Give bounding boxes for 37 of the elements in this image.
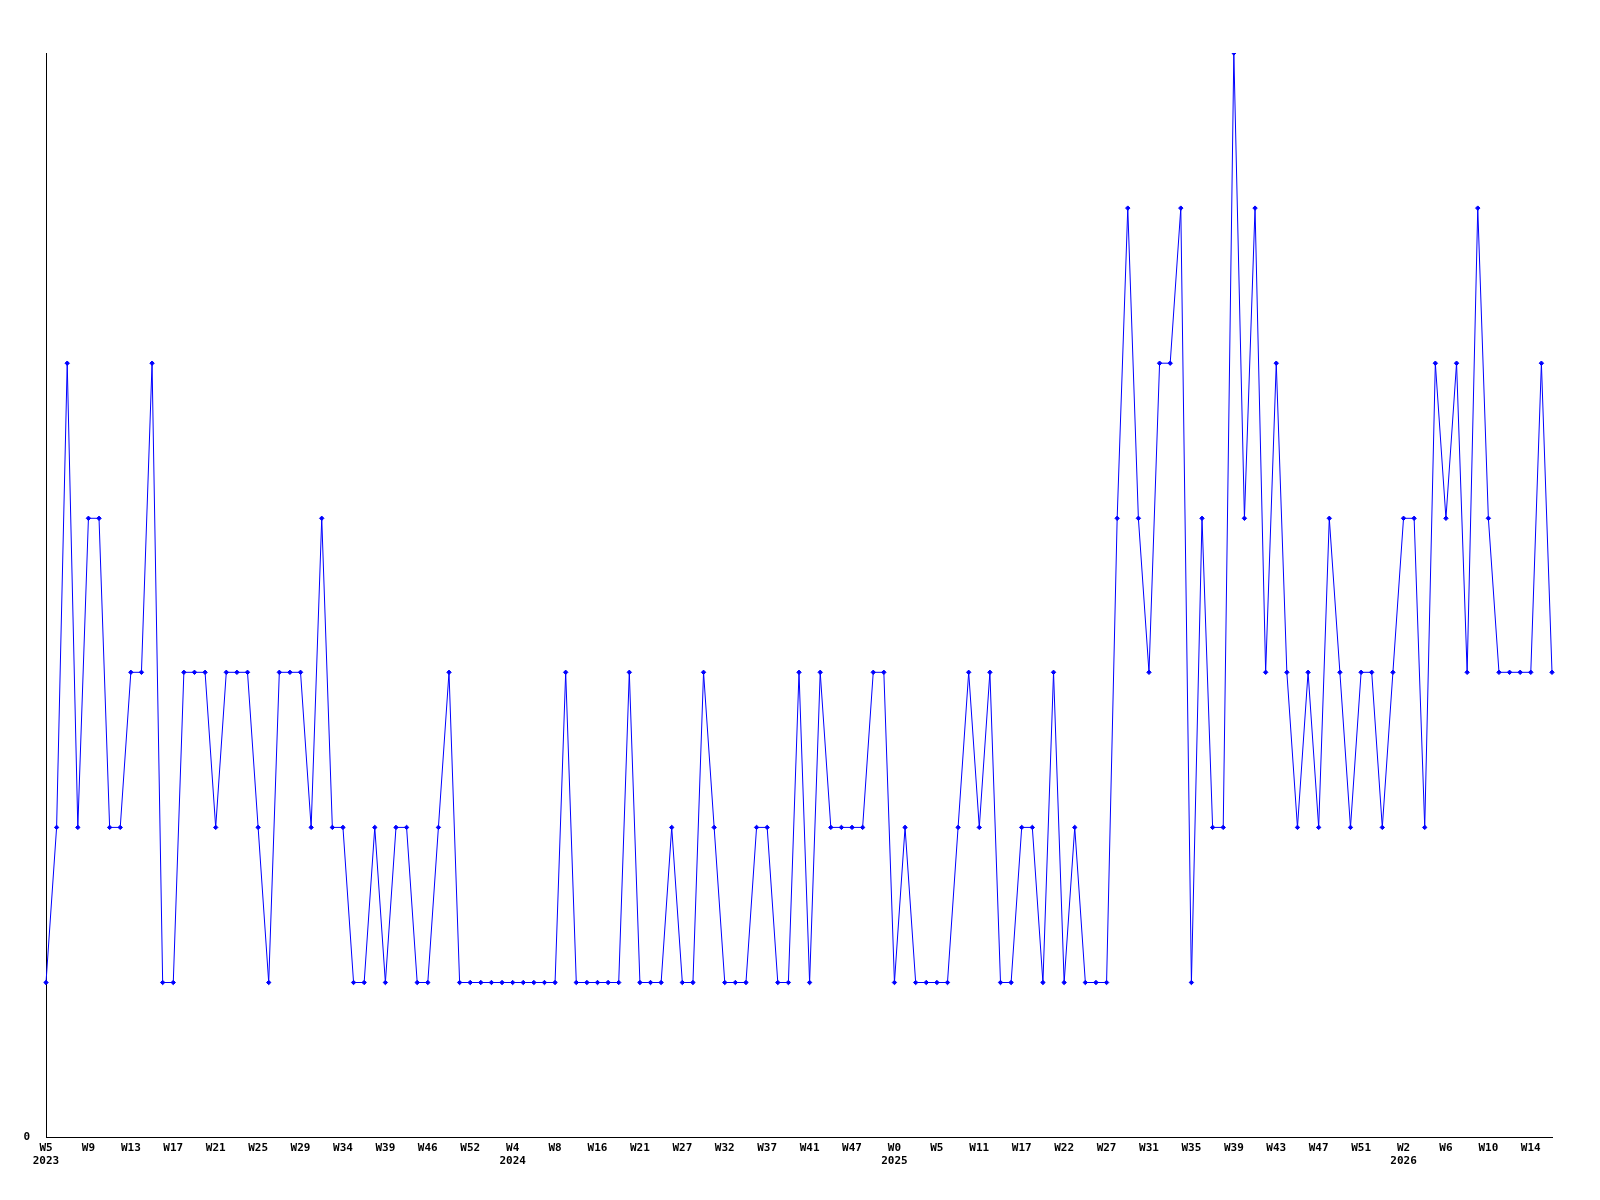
x-tick-label: W32: [714, 1141, 735, 1155]
x-tick-label: W25: [248, 1141, 269, 1155]
x-tick-label: W27: [1096, 1141, 1117, 1155]
x-tick-label: W0 2025: [881, 1141, 908, 1168]
x-tick-label: W10: [1478, 1141, 1499, 1155]
x-tick-label: W31: [1139, 1141, 1160, 1155]
x-tick-label: W46: [417, 1141, 439, 1155]
x-tick-label: W8: [548, 1141, 562, 1155]
x-tick-label: W34: [333, 1141, 354, 1155]
x-tick-label: W37: [757, 1141, 778, 1155]
x-tick-label: W11: [969, 1141, 990, 1155]
x-tick-label: W4 2024: [499, 1141, 527, 1168]
x-tick-label: W27: [672, 1141, 693, 1155]
x-tick-label: W13: [120, 1141, 141, 1155]
x-tick-label: W35: [1181, 1141, 1202, 1155]
x-tick-label: W29: [290, 1141, 311, 1155]
x-tick-label: W22: [1054, 1141, 1075, 1155]
x-tick-label: W39: [375, 1141, 396, 1155]
x-tick-label: W41: [799, 1141, 820, 1155]
x-tick-label: W47: [1308, 1141, 1329, 1155]
x-tick-label: W51: [1351, 1141, 1372, 1155]
x-tick-label: W16: [587, 1141, 608, 1155]
x-tick-label: W2 2026: [1390, 1141, 1418, 1168]
x-tick-label: W21: [629, 1141, 651, 1155]
x-tick-label: W21: [205, 1141, 226, 1155]
x-tick-label: W14: [1520, 1141, 1542, 1155]
x-tick-label: W43: [1266, 1141, 1287, 1155]
x-tick-label: W5 2023: [32, 1141, 60, 1168]
x-tick-label: W5: [930, 1141, 944, 1155]
x-tick-label: W39: [1223, 1141, 1244, 1155]
text: 0: [23, 1130, 30, 1144]
x-tick-label: W17: [1011, 1141, 1032, 1155]
x-tick-label: W6: [1439, 1141, 1453, 1155]
x-tick-label: W52: [460, 1141, 481, 1155]
x-tick-label: W17: [163, 1141, 184, 1155]
x-tick-label: W9: [81, 1141, 96, 1155]
x-tick-label: W47: [842, 1141, 862, 1155]
